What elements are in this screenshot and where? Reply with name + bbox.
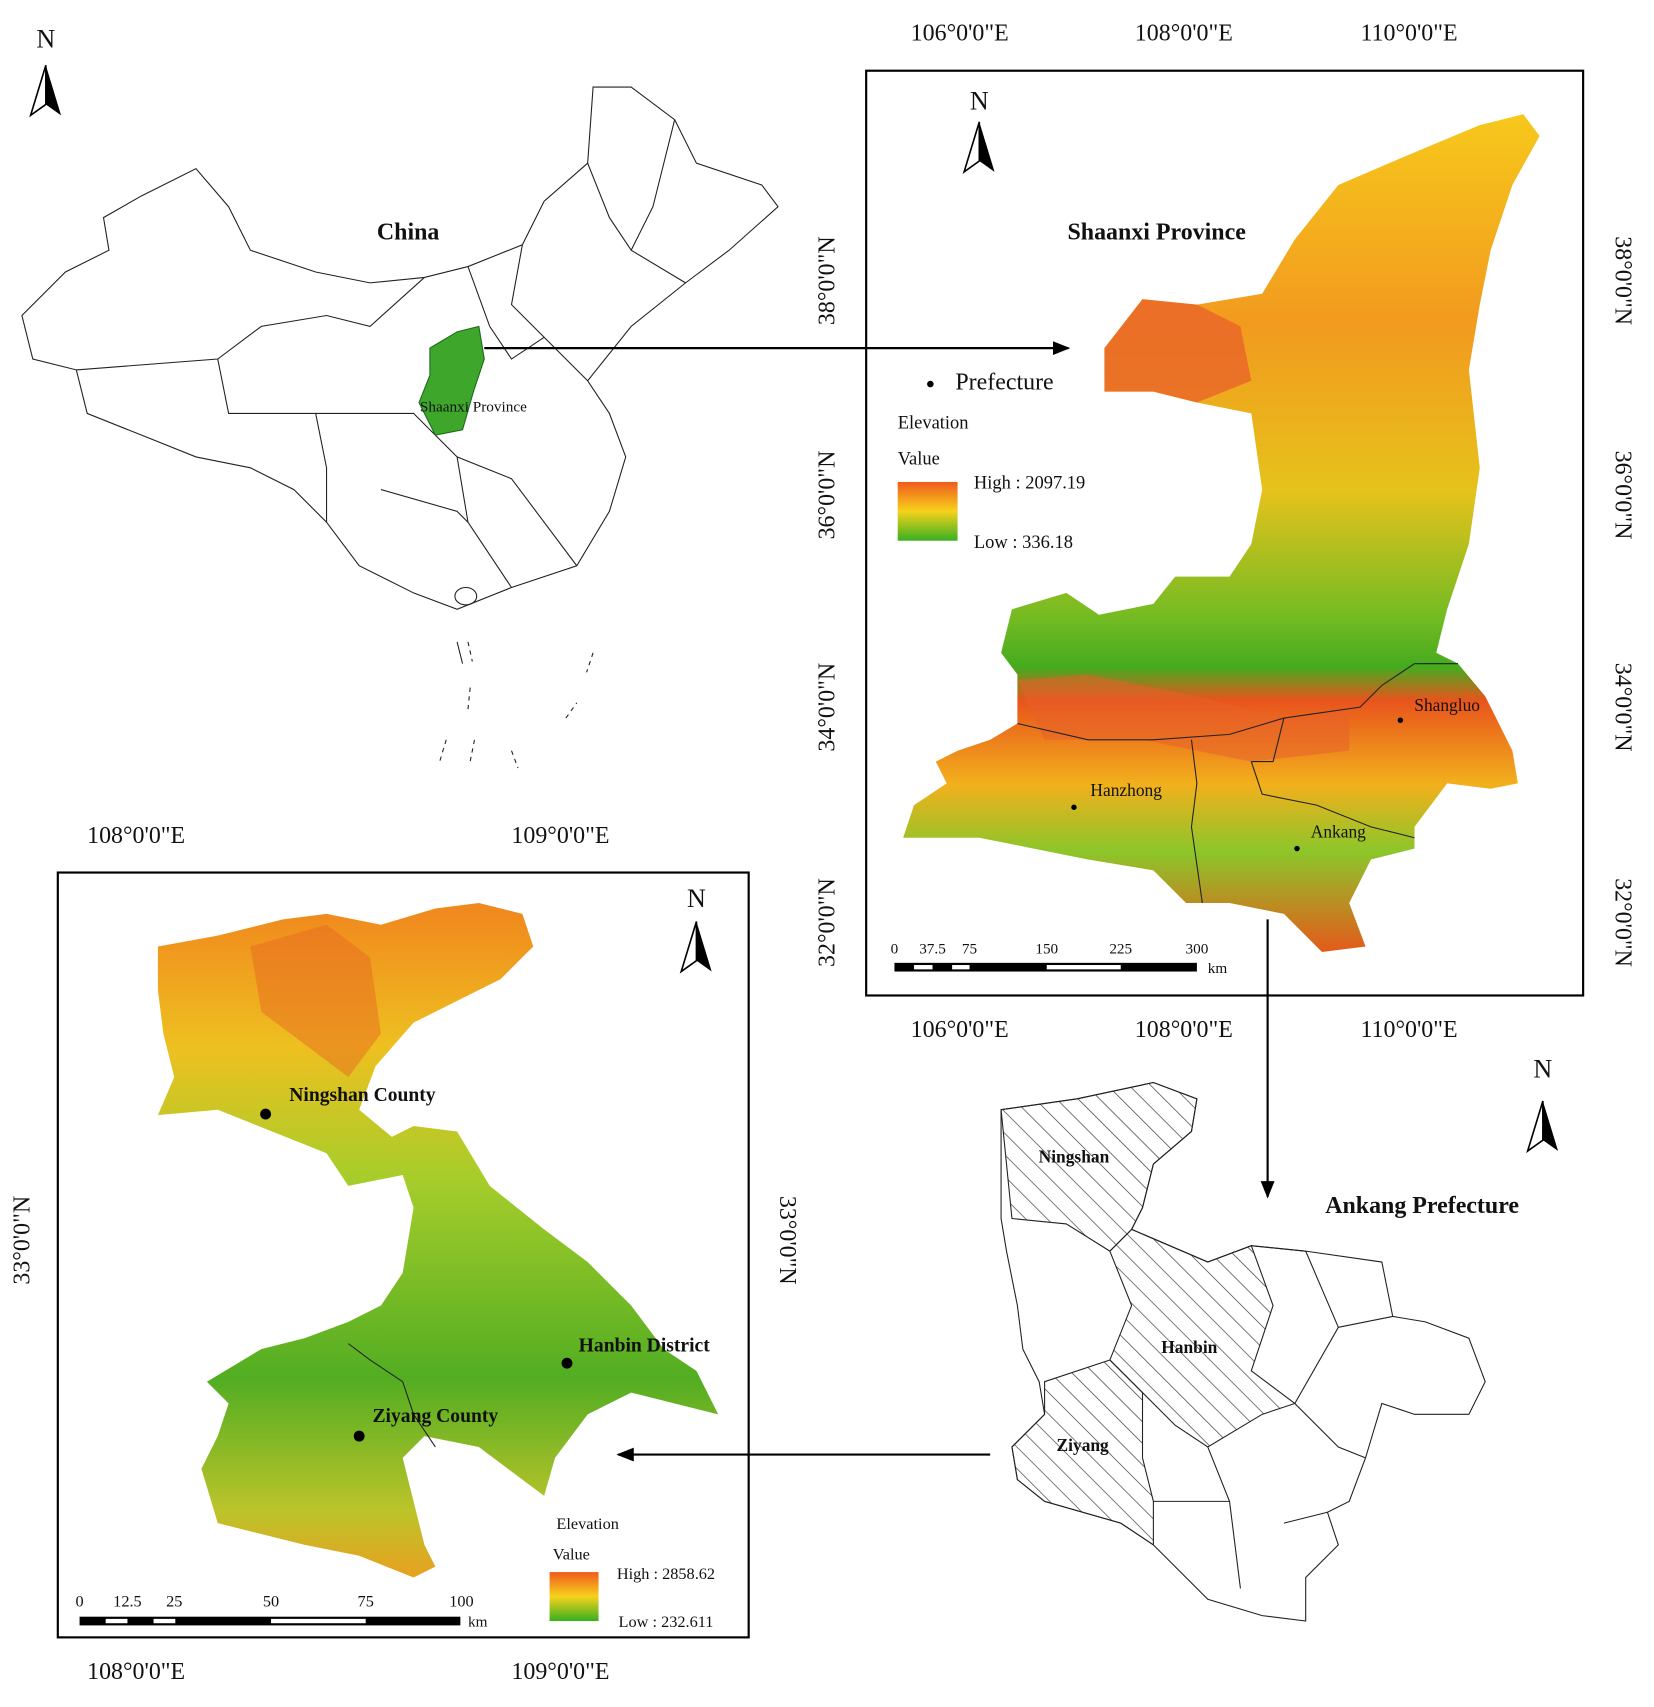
longitude-label: 108°0'0"E	[87, 1659, 185, 1685]
shaanxi-map	[865, 69, 1585, 997]
legend-heading: Elevation	[556, 1514, 618, 1533]
county-label: Ningshan	[1039, 1147, 1110, 1167]
scale-label: 25	[166, 1591, 182, 1610]
latitude-label: 33°0'0"N	[774, 1196, 800, 1285]
longitude-label: 109°0'0"E	[511, 1659, 609, 1685]
scale-label: 300	[1185, 940, 1208, 957]
scale-label: 0	[891, 940, 899, 957]
map-title: Ankang Prefecture	[1325, 1193, 1519, 1219]
longitude-label: 106°0'0"E	[911, 1017, 1009, 1043]
longitude-label: 106°0'0"E	[911, 20, 1009, 46]
latitude-label: 34°0'0"N	[1610, 663, 1636, 752]
map-title: China	[377, 219, 440, 245]
map-title: Shaanxi Province	[1067, 219, 1245, 245]
scale-label: 75	[358, 1591, 374, 1610]
scale-unit: km	[1208, 960, 1228, 977]
legend-label: Prefecture	[955, 370, 1053, 396]
legend-high: High : 2097.19	[974, 472, 1085, 492]
shaanxi-legend	[894, 380, 1404, 972]
longitude-label: 108°0'0"E	[1135, 1017, 1233, 1043]
longitude-label: 109°0'0"E	[511, 823, 609, 849]
latitude-label: 38°0'0"N	[1610, 236, 1636, 325]
legend-heading: Value	[553, 1545, 590, 1564]
legend-heading: Elevation	[898, 413, 969, 433]
scale-label: 37.5	[919, 940, 946, 957]
place-label: Ningshan County	[289, 1085, 436, 1106]
north-label: N	[970, 86, 989, 115]
scale-label: 75	[962, 940, 978, 957]
legend-low: Low : 232.611	[619, 1612, 714, 1631]
scale-label: 12.5	[113, 1591, 142, 1610]
legend-high: High : 2858.62	[617, 1564, 715, 1583]
city-label: Ankang	[1311, 821, 1366, 841]
north-label: N	[1533, 1055, 1552, 1084]
scale-label: 150	[1035, 940, 1058, 957]
latitude-label: 33°0'0"N	[10, 1196, 36, 1285]
region-label: Shaanxi Province	[420, 398, 527, 415]
county-label: Hanbin	[1161, 1337, 1217, 1357]
longitude-label: 108°0'0"E	[87, 823, 185, 849]
scale-label: 50	[263, 1591, 279, 1610]
city-label: Hanzhong	[1090, 780, 1162, 800]
north-label: N	[36, 24, 55, 53]
place-label: Ziyang County	[373, 1406, 499, 1427]
city-label: Shangluo	[1414, 695, 1480, 715]
legend-low: Low : 336.18	[974, 532, 1073, 552]
longitude-label: 110°0'0"E	[1360, 20, 1457, 46]
longitude-label: 108°0'0"E	[1135, 20, 1233, 46]
place-label: Hanbin District	[579, 1335, 711, 1356]
study-area-map	[56, 871, 750, 1639]
latitude-label: 34°0'0"N	[815, 663, 841, 752]
north-label: N	[687, 884, 706, 913]
latitude-label: 32°0'0"N	[1610, 878, 1636, 967]
china-map	[21, 64, 1071, 769]
latitude-label: 32°0'0"N	[815, 878, 841, 967]
longitude-label: 110°0'0"E	[1360, 1017, 1457, 1043]
scale-label: 225	[1109, 940, 1132, 957]
latitude-label: 38°0'0"N	[815, 236, 841, 325]
scale-unit: km	[468, 1614, 488, 1631]
county-label: Ziyang	[1057, 1435, 1109, 1455]
latitude-label: 36°0'0"N	[1610, 451, 1636, 540]
scale-label: 100	[449, 1591, 473, 1610]
scale-label: 0	[75, 1591, 83, 1610]
legend-heading: Value	[898, 448, 940, 468]
latitude-label: 36°0'0"N	[815, 451, 841, 540]
ankang-map	[1000, 1081, 1559, 1622]
